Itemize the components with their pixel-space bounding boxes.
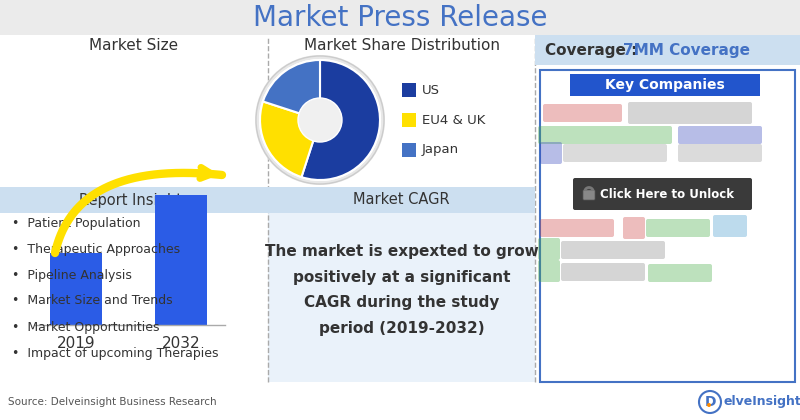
Text: Japan: Japan	[422, 144, 459, 157]
FancyBboxPatch shape	[648, 264, 712, 282]
FancyBboxPatch shape	[540, 142, 562, 164]
FancyBboxPatch shape	[563, 144, 667, 162]
Bar	[402, 113, 416, 127]
FancyBboxPatch shape	[543, 104, 622, 122]
FancyBboxPatch shape	[678, 126, 762, 144]
Text: elveInsight: elveInsight	[723, 396, 800, 409]
FancyBboxPatch shape	[573, 178, 752, 210]
Text: Market Share Distribution: Market Share Distribution	[303, 37, 499, 52]
Text: 2019: 2019	[57, 336, 95, 351]
Bar	[268, 187, 535, 213]
Text: Key Companies: Key Companies	[605, 78, 725, 92]
FancyBboxPatch shape	[583, 190, 595, 200]
Bar	[50, 253, 102, 325]
Bar	[155, 195, 207, 325]
FancyBboxPatch shape	[538, 126, 672, 144]
FancyBboxPatch shape	[561, 241, 665, 259]
Bar	[570, 74, 760, 96]
Text: The market is expexted to grow
positively at a significant
CAGR during the study: The market is expexted to grow positivel…	[265, 244, 538, 336]
FancyBboxPatch shape	[538, 238, 560, 260]
Text: Source: Delveinsight Business Research: Source: Delveinsight Business Research	[8, 397, 217, 407]
Bar	[535, 35, 800, 65]
FancyBboxPatch shape	[713, 215, 747, 237]
Text: US: US	[422, 84, 440, 97]
FancyBboxPatch shape	[628, 102, 752, 124]
Wedge shape	[302, 60, 380, 180]
Text: •  Therapeutic Approaches: • Therapeutic Approaches	[12, 242, 180, 255]
Wedge shape	[260, 102, 320, 177]
Text: •  Impact of upcoming Therapies: • Impact of upcoming Therapies	[12, 346, 218, 360]
Bar	[402, 143, 416, 157]
Text: Report Insights: Report Insights	[78, 192, 190, 207]
Text: 2032: 2032	[162, 336, 200, 351]
Text: •  Market Size and Trends: • Market Size and Trends	[12, 294, 173, 307]
Text: 7MM Coverage: 7MM Coverage	[623, 42, 750, 58]
Bar	[402, 83, 416, 97]
Wedge shape	[260, 102, 320, 177]
Text: Market Press Release: Market Press Release	[253, 4, 547, 32]
FancyBboxPatch shape	[540, 219, 614, 237]
Circle shape	[255, 55, 385, 185]
Wedge shape	[263, 60, 320, 120]
Text: •  Pipeline Analysis: • Pipeline Analysis	[12, 268, 132, 281]
FancyBboxPatch shape	[678, 144, 762, 162]
Text: D: D	[704, 395, 716, 409]
Circle shape	[298, 98, 342, 142]
Text: EU4 & UK: EU4 & UK	[422, 113, 486, 126]
FancyBboxPatch shape	[646, 219, 710, 237]
Text: Market CAGR: Market CAGR	[353, 192, 450, 207]
Wedge shape	[263, 60, 320, 120]
Text: Click Here to Unlock: Click Here to Unlock	[601, 187, 734, 200]
Bar	[268, 213, 535, 382]
FancyBboxPatch shape	[538, 260, 560, 282]
Text: Market Size: Market Size	[90, 37, 178, 52]
Circle shape	[707, 403, 711, 407]
FancyBboxPatch shape	[623, 217, 645, 239]
Bar	[540, 70, 795, 382]
FancyBboxPatch shape	[561, 263, 645, 281]
Text: •  Market Opportunities: • Market Opportunities	[12, 320, 159, 333]
Bar	[0, 0, 800, 35]
Wedge shape	[302, 60, 380, 180]
Text: Coverage :: Coverage :	[545, 42, 642, 58]
Bar	[0, 187, 268, 213]
Text: •  Patient Population: • Patient Population	[12, 216, 141, 229]
